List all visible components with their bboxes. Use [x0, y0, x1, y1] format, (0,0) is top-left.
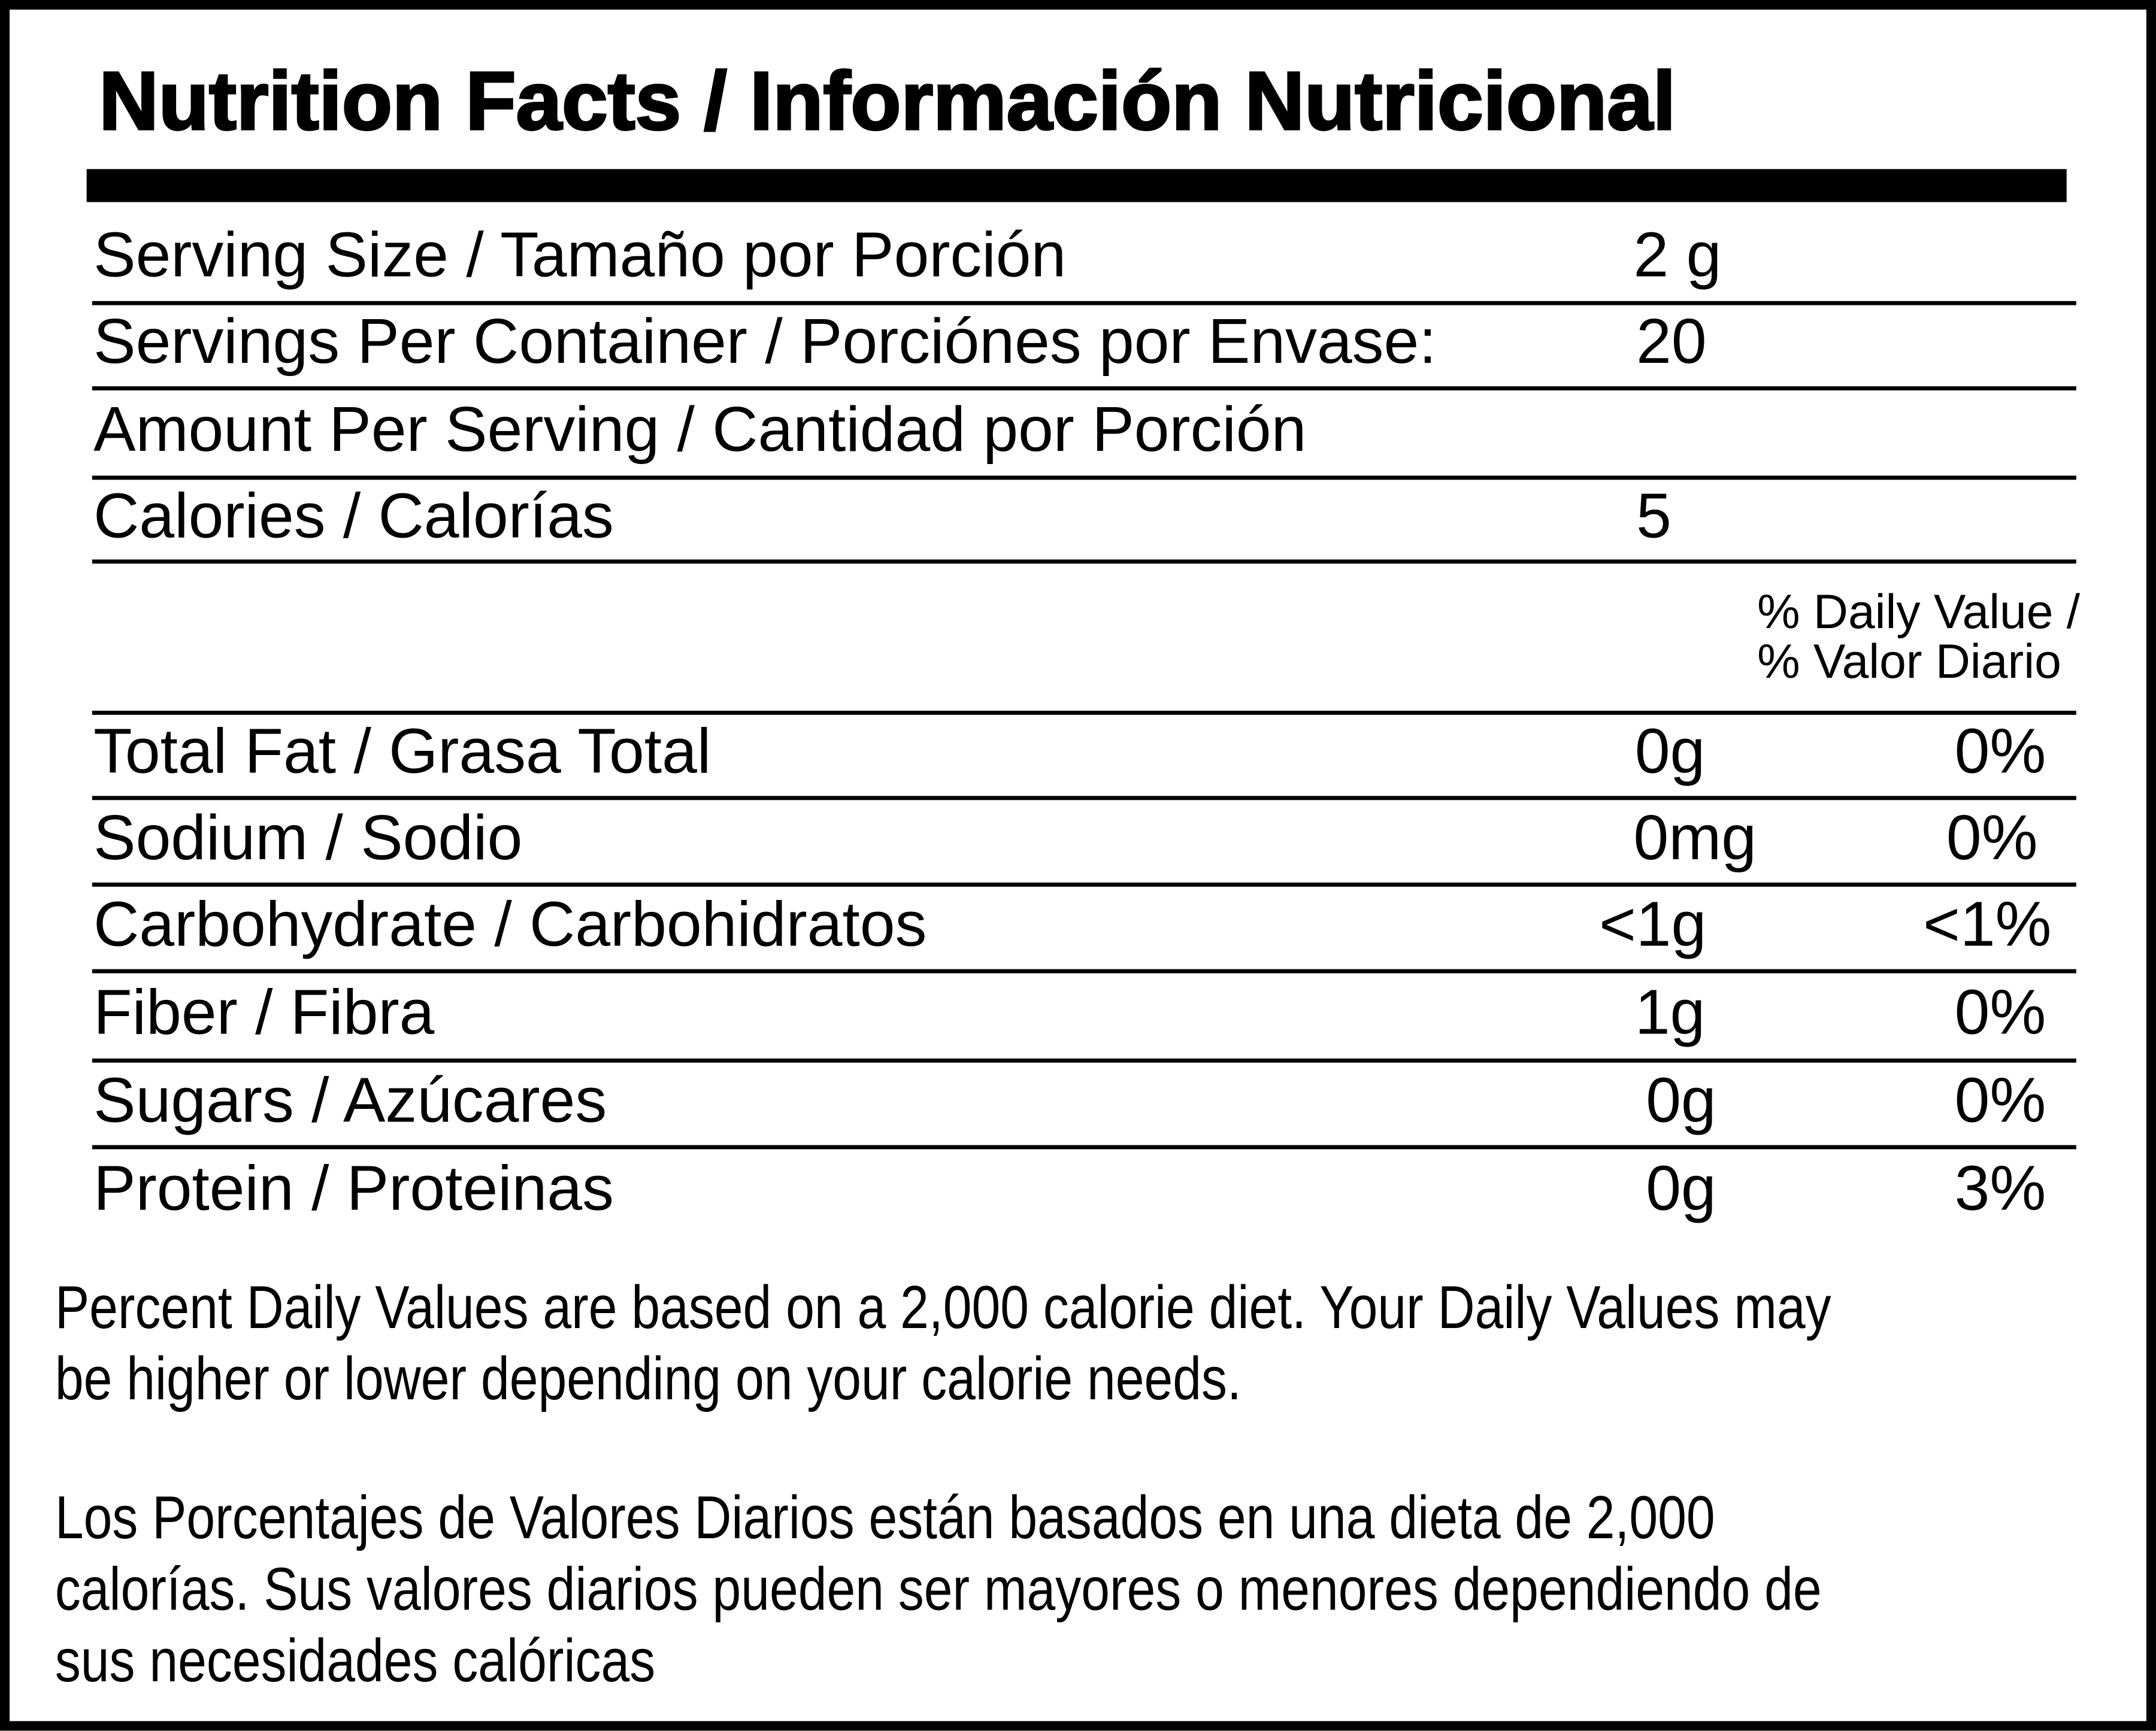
title-divider	[86, 169, 2067, 202]
row-label: Servings Per Container / Porciónes por E…	[93, 305, 1437, 377]
nutrient-dv: <1%	[1923, 888, 2052, 960]
nutrient-row-fiber: Fiber / Fibra 1g 0%	[92, 975, 2076, 1060]
row-value: 20	[1636, 305, 1707, 377]
divider	[92, 386, 2076, 391]
nutrient-amount: 1g	[1634, 976, 1706, 1048]
row-label: Amount Per Serving / Cantidad por Porció…	[93, 393, 1307, 465]
nutrient-dv: 3%	[1954, 1151, 2046, 1224]
nutrient-dv: 0%	[1954, 714, 2046, 787]
dv-header-es: % Valor Diario	[1757, 635, 2061, 689]
calories-row: Calories / Calorías 5	[92, 478, 2076, 563]
nutrient-label: Protein / Proteinas	[93, 1151, 614, 1224]
footnote-es-line: Los Porcentajes de Valores Diarios están…	[54, 1484, 1715, 1553]
divider	[92, 301, 2076, 305]
nutrient-row-carbohydrate: Carbohydrate / Carbohidratos <1g <1%	[92, 887, 2076, 972]
row-label: Serving Size / Tamaño por Porción	[93, 219, 1067, 290]
servings-per-container-row: Servings Per Container / Porciónes por E…	[92, 304, 2076, 389]
row-value: 2 g	[1633, 219, 1722, 290]
nutrient-dv: 0%	[1954, 1064, 2046, 1136]
footnote-en-line: Percent Daily Values are based on a 2,00…	[54, 1274, 1831, 1342]
divider	[92, 1058, 2076, 1063]
nutrient-dv: 0%	[1954, 976, 2046, 1048]
label-title: Nutrition Facts / Información Nutriciona…	[98, 54, 1676, 148]
nutrient-amount: 0mg	[1633, 801, 1757, 873]
nutrient-amount: 0g	[1646, 1064, 1716, 1136]
nutrient-dv: 0%	[1946, 801, 2038, 873]
nutrient-amount: 0g	[1646, 1151, 1716, 1224]
nutrient-label: Fiber / Fibra	[93, 976, 435, 1048]
dv-header-en: % Daily Value /	[1757, 586, 2081, 639]
footnote-es-line: sus necesidades calóricas	[54, 1627, 656, 1695]
divider	[92, 882, 2076, 887]
daily-value-header: % Daily Value / % Valor Diario	[1757, 586, 2081, 689]
nutrient-amount: 0g	[1634, 714, 1706, 787]
row-value: 5	[1636, 480, 1671, 551]
nutrient-label: Sodium / Sodio	[93, 801, 523, 873]
footnote-es-line: calorías. Sus valores diarios pueden ser…	[54, 1556, 1822, 1624]
nutrient-amount: <1g	[1599, 888, 1707, 960]
nutrient-label: Carbohydrate / Carbohidratos	[93, 888, 927, 960]
nutrient-row-sodium: Sodium / Sodio 0mg 0%	[92, 800, 2076, 885]
amount-per-serving-row: Amount Per Serving / Cantidad por Porció…	[92, 392, 2076, 477]
nutrient-row-total-fat: Total Fat / Grasa Total 0g 0%	[92, 714, 2076, 799]
nutrient-label: Total Fat / Grasa Total	[93, 714, 711, 787]
nutrient-label: Sugars / Azúcares	[93, 1064, 607, 1136]
divider	[92, 710, 2076, 715]
divider	[92, 475, 2076, 480]
nutrient-row-protein: Protein / Proteinas 0g 3%	[92, 1151, 2076, 1236]
nutrient-row-sugars: Sugars / Azúcares 0g 0%	[92, 1063, 2076, 1148]
divider	[92, 796, 2076, 801]
row-label: Calories / Calorías	[93, 480, 614, 551]
serving-size-row: Serving Size / Tamaño por Porción 2 g	[92, 217, 2076, 302]
divider	[92, 559, 2076, 564]
divider	[92, 1145, 2076, 1150]
divider	[92, 969, 2076, 974]
footnote-en-line: be higher or lower depending on your cal…	[54, 1345, 1241, 1414]
